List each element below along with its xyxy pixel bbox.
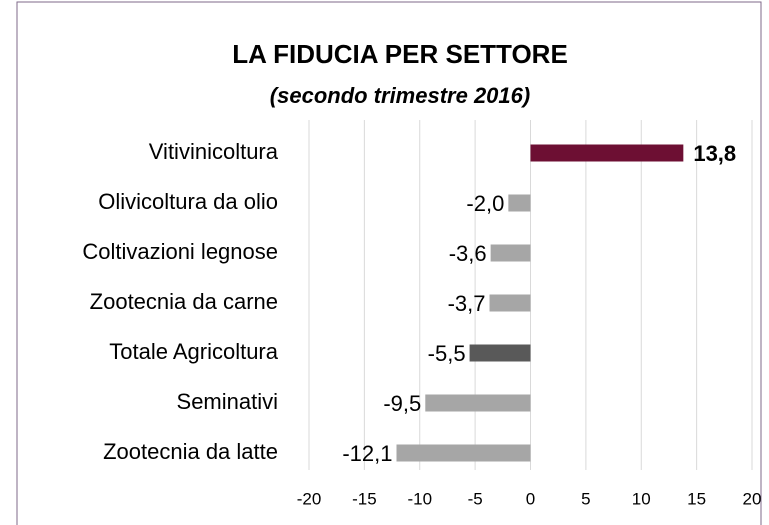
x-tick-label: -5 [468, 489, 483, 508]
chart-title: LA FIDUCIA PER SETTORE [232, 39, 568, 69]
bar [530, 144, 684, 162]
y-tick-label: Vitivinicoltura [149, 139, 279, 164]
bar [425, 394, 531, 412]
x-tick-label: -20 [297, 489, 322, 508]
data-label: -3,6 [449, 241, 487, 266]
bar [490, 244, 531, 262]
data-label: -12,1 [342, 441, 392, 466]
y-tick-label: Coltivazioni legnose [82, 239, 278, 264]
data-label: 13,8 [693, 141, 736, 166]
data-label: -5,5 [428, 341, 466, 366]
x-tick-label: -10 [407, 489, 432, 508]
chart-frame [16, 1, 762, 525]
x-tick-label: 5 [581, 489, 590, 508]
bar [489, 294, 531, 312]
data-label: -9,5 [383, 391, 421, 416]
y-tick-label: Zootecnia da carne [90, 289, 278, 314]
bar [469, 344, 531, 362]
data-label: -2,0 [466, 191, 504, 216]
bar [508, 194, 531, 212]
chart-subtitle: (secondo trimestre 2016) [270, 83, 530, 108]
x-tick-label: 20 [743, 489, 762, 508]
x-tick-label: 0 [526, 489, 535, 508]
x-tick-label: 10 [632, 489, 651, 508]
x-tick-label: 15 [687, 489, 706, 508]
y-tick-label: Olivicoltura da olio [98, 189, 278, 214]
x-tick-label: -15 [352, 489, 377, 508]
y-tick-label: Totale Agricoltura [109, 339, 279, 364]
y-tick-label: Seminativi [177, 389, 278, 414]
y-tick-label: Zootecnia da latte [103, 439, 278, 464]
data-label: -3,7 [448, 291, 486, 316]
bar [396, 444, 531, 462]
